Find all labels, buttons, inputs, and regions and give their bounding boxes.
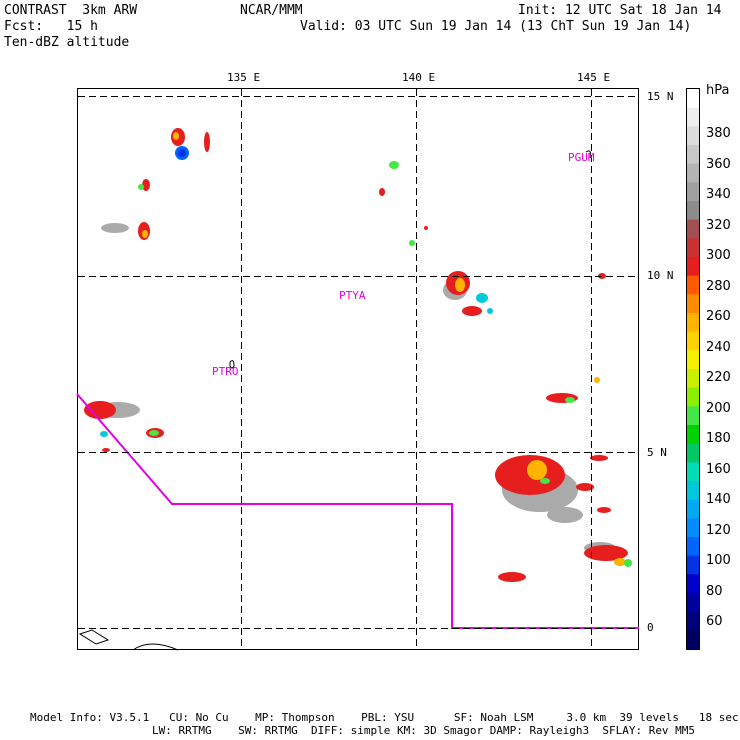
colorbar-swatch — [687, 462, 699, 482]
colorbar-tick-label: 160 — [706, 461, 731, 477]
colorbar-swatch — [687, 294, 699, 314]
colorbar-tick-label: 180 — [706, 431, 731, 446]
colorbar-frame — [686, 88, 700, 650]
radar-echoes — [84, 128, 632, 582]
colorbar-swatch — [687, 275, 699, 295]
colorbar-swatch — [687, 593, 699, 613]
colorbar-swatch — [687, 313, 699, 333]
colorbar-tick-label: 260 — [706, 309, 731, 324]
colorbar-swatch — [687, 89, 699, 109]
colorbar-tick-label: 280 — [706, 278, 731, 294]
footer-model-info: Model Info: V3.5.1 CU: No Cu MP: Thompso… — [30, 711, 739, 724]
init-time: Init: 12 UTC Sat 18 Jan 14 — [518, 3, 722, 18]
lon-label-135: 135 E — [227, 71, 261, 84]
colorbar-tick-label: 80 — [706, 583, 723, 599]
colorbar-tick-label: 220 — [706, 370, 731, 385]
colorbar-swatch — [687, 537, 699, 557]
colorbar — [687, 89, 699, 650]
colorbar-swatch — [687, 182, 699, 202]
colorbar-swatch — [687, 145, 699, 165]
colorbar-swatch — [687, 257, 699, 277]
lat-label-5n: 5 N — [647, 446, 667, 459]
station-ptro: PTRO — [212, 365, 239, 378]
colorbar-swatch — [687, 238, 699, 258]
map-frame — [77, 88, 639, 650]
colorbar-swatch — [687, 201, 699, 221]
colorbar-swatch — [687, 406, 699, 426]
colorbar-tick-label: 240 — [706, 339, 731, 355]
colorbar-unit: hPa — [706, 83, 730, 98]
colorbar-swatch — [687, 163, 699, 183]
colorbar-tick-label: 200 — [706, 400, 731, 416]
colorbar-swatch — [687, 350, 699, 370]
colorbar-tick-label: 320 — [706, 217, 731, 233]
lat-lon-grid — [78, 89, 638, 649]
lat-label-10n: 10 N — [647, 269, 674, 282]
valid-time: Valid: 03 UTC Sun 19 Jan 14 (13 ChT Sun … — [300, 19, 692, 34]
colorbar-tick-label: 120 — [706, 522, 731, 538]
field-name: Ten-dBZ altitude — [4, 35, 130, 50]
station-ptya: PTYA — [339, 289, 366, 302]
lon-label-140: 140 E — [402, 71, 436, 84]
lat-label-15n: 15 N — [647, 90, 674, 103]
colorbar-swatch — [687, 425, 699, 445]
colorbar-swatch — [687, 331, 699, 351]
forecast-hour: Fcst: 15 h — [4, 19, 98, 34]
colorbar-swatch — [687, 481, 699, 501]
colorbar-swatch — [687, 518, 699, 538]
colorbar-tick-label: 380 — [706, 126, 731, 141]
footer-physics-info: LW: RRTMG SW: RRTMG DIFF: simple KM: 3D … — [152, 724, 696, 737]
colorbar-swatch — [687, 369, 699, 389]
colorbar-tick-label: 100 — [706, 553, 731, 568]
lat-label-0: 0 — [647, 621, 654, 634]
colorbar-swatch — [687, 126, 699, 146]
colorbar-swatch — [687, 499, 699, 519]
colorbar-swatch — [687, 630, 699, 650]
organization: NCAR/MMM — [240, 3, 303, 18]
colorbar-swatch — [687, 219, 699, 239]
colorbar-tick-label: 300 — [706, 248, 731, 263]
colorbar-swatch — [687, 555, 699, 575]
colorbar-swatch — [687, 107, 699, 127]
colorbar-swatch — [687, 443, 699, 463]
colorbar-tick-label: 340 — [706, 187, 731, 202]
lon-label-145: 145 E — [577, 71, 611, 84]
station-pgum: PGUM — [568, 151, 595, 164]
coastlines — [78, 150, 591, 651]
colorbar-tick-label: 140 — [706, 492, 731, 507]
colorbar-tick-label: 60 — [706, 614, 723, 629]
boundary-line — [76, 393, 639, 629]
model-title: CONTRAST 3km ARW — [4, 3, 138, 18]
colorbar-tick-label: 360 — [706, 156, 731, 172]
colorbar-swatch — [687, 611, 699, 631]
colorbar-swatch — [687, 387, 699, 407]
colorbar-swatch — [687, 574, 699, 594]
